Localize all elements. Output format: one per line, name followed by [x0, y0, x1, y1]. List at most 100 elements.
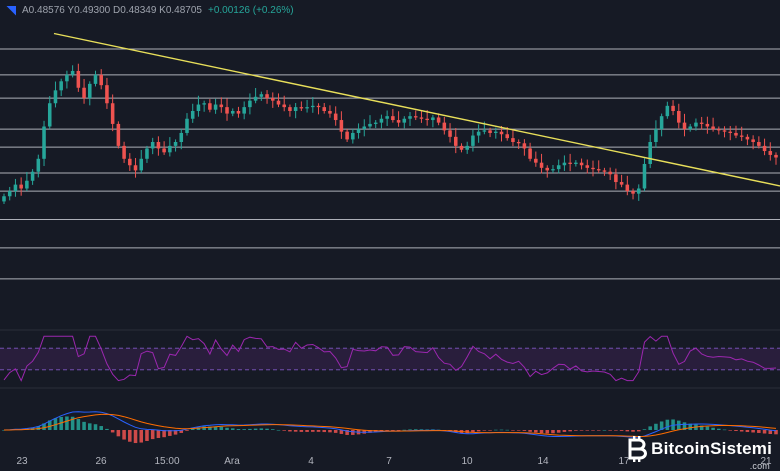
- rsi-line: [3, 335, 777, 382]
- candle-body: [76, 70, 81, 88]
- x-axis: 23 26 15:00 Ara 4 7 10 14 17 21: [0, 452, 780, 470]
- macd-histogram-bar: [345, 430, 349, 435]
- macd-histogram-bar: [768, 430, 773, 434]
- candle-body: [711, 126, 715, 130]
- macd-histogram-bar: [82, 421, 86, 430]
- candle-body: [619, 182, 624, 185]
- bitcoin-b-icon: [628, 436, 648, 462]
- macd-histogram-bar: [528, 430, 532, 432]
- candle-body: [293, 107, 298, 111]
- candle-body: [648, 142, 652, 164]
- brand-domain: .com: [749, 461, 770, 471]
- candle-body: [162, 148, 166, 153]
- candle-body: [402, 118, 407, 123]
- candle-body: [534, 158, 538, 163]
- candle-body: [351, 132, 355, 140]
- candle-body: [133, 165, 138, 171]
- candle-body: [499, 131, 504, 135]
- macd-histogram-bar: [471, 430, 475, 433]
- macd-histogram-bar: [162, 430, 166, 438]
- x-tick-label: 26: [95, 456, 107, 467]
- candle-body: [19, 184, 23, 189]
- macd-histogram-bar: [288, 430, 292, 432]
- macd-histogram-bar: [728, 430, 733, 431]
- macd-histogram-bar: [413, 429, 418, 430]
- candle-body: [562, 162, 567, 166]
- macd-histogram-bar: [70, 416, 75, 430]
- candle-body: [699, 122, 704, 124]
- candle-body: [253, 96, 258, 101]
- candle-body: [122, 145, 126, 159]
- macd-histogram-bar: [339, 430, 344, 434]
- macd-histogram-bar: [65, 416, 69, 430]
- macd-histogram-bar: [150, 430, 155, 440]
- candle-body: [356, 129, 361, 133]
- macd-histogram-bar: [53, 418, 58, 430]
- candle-body: [734, 132, 738, 136]
- candle-body: [13, 184, 18, 192]
- candle-body: [494, 131, 498, 133]
- candle-body: [419, 117, 424, 119]
- macd-histogram-bar: [682, 422, 687, 430]
- candle-body: [385, 116, 389, 119]
- macd-histogram-bar: [322, 430, 327, 433]
- candle-body: [311, 105, 315, 108]
- macd-histogram-bar: [562, 430, 567, 432]
- macd-histogram-bar: [276, 429, 281, 431]
- ohlc-readout: A0.48576 Y0.49300 D0.48349 K0.48705 +0.0…: [6, 5, 294, 16]
- candle-body: [591, 167, 595, 170]
- candle-body: [47, 103, 52, 127]
- candle-body: [236, 111, 241, 114]
- macd-histogram-bar: [99, 426, 103, 430]
- macd-histogram-bar: [328, 430, 332, 433]
- macd-histogram-bar: [88, 423, 92, 430]
- candle-body: [259, 94, 264, 97]
- macd-histogram-bar: [659, 421, 664, 430]
- candle-body: [339, 120, 344, 132]
- candle-body: [93, 74, 98, 84]
- macd-histogram-bar: [556, 430, 561, 433]
- macd-histogram-bar: [185, 430, 189, 431]
- candle-body: [476, 131, 481, 136]
- candle-body: [545, 167, 550, 171]
- candle-body: [722, 130, 727, 132]
- candle-body: [53, 90, 58, 104]
- macd-histogram-bar: [76, 418, 81, 430]
- macd-histogram-bar: [705, 426, 710, 430]
- macd-histogram-bar: [774, 430, 778, 435]
- macd-histogram-bar: [642, 429, 647, 430]
- macd-histogram-bar: [579, 430, 584, 431]
- macd-histogram-bar: [105, 428, 109, 430]
- candle-body: [453, 136, 458, 146]
- symbol-flag-icon[interactable]: [6, 5, 16, 16]
- macd-histogram-bar: [602, 429, 607, 431]
- candle-body: [677, 111, 681, 123]
- signal-line: [4, 413, 777, 438]
- rsi-band: [0, 348, 780, 370]
- candle-body: [110, 103, 115, 124]
- candle-body: [379, 118, 384, 123]
- macd-histogram-bar: [259, 428, 264, 430]
- macd-histogram-bar: [408, 429, 412, 431]
- macd-histogram-bar: [699, 425, 704, 430]
- macd-histogram-bar: [591, 430, 595, 431]
- candle-body: [625, 184, 630, 192]
- macd-histogram-bar: [270, 429, 275, 430]
- macd-histogram-bar: [677, 420, 681, 430]
- macd-histogram-bar: [333, 430, 338, 433]
- macd-histogram-bar: [585, 430, 590, 431]
- macd-histogram-bar: [351, 430, 355, 435]
- candle-body: [431, 117, 435, 121]
- candle-body: [196, 104, 201, 111]
- candle-body: [128, 158, 132, 166]
- candle-body: [539, 162, 544, 168]
- candle-body: [614, 174, 618, 183]
- macd-histogram-bar: [688, 423, 692, 430]
- candle-body: [436, 117, 441, 123]
- macd-histogram-bar: [757, 430, 761, 433]
- candle-body: [568, 162, 572, 164]
- candle-body: [179, 132, 184, 142]
- macd-histogram-bar: [619, 430, 624, 431]
